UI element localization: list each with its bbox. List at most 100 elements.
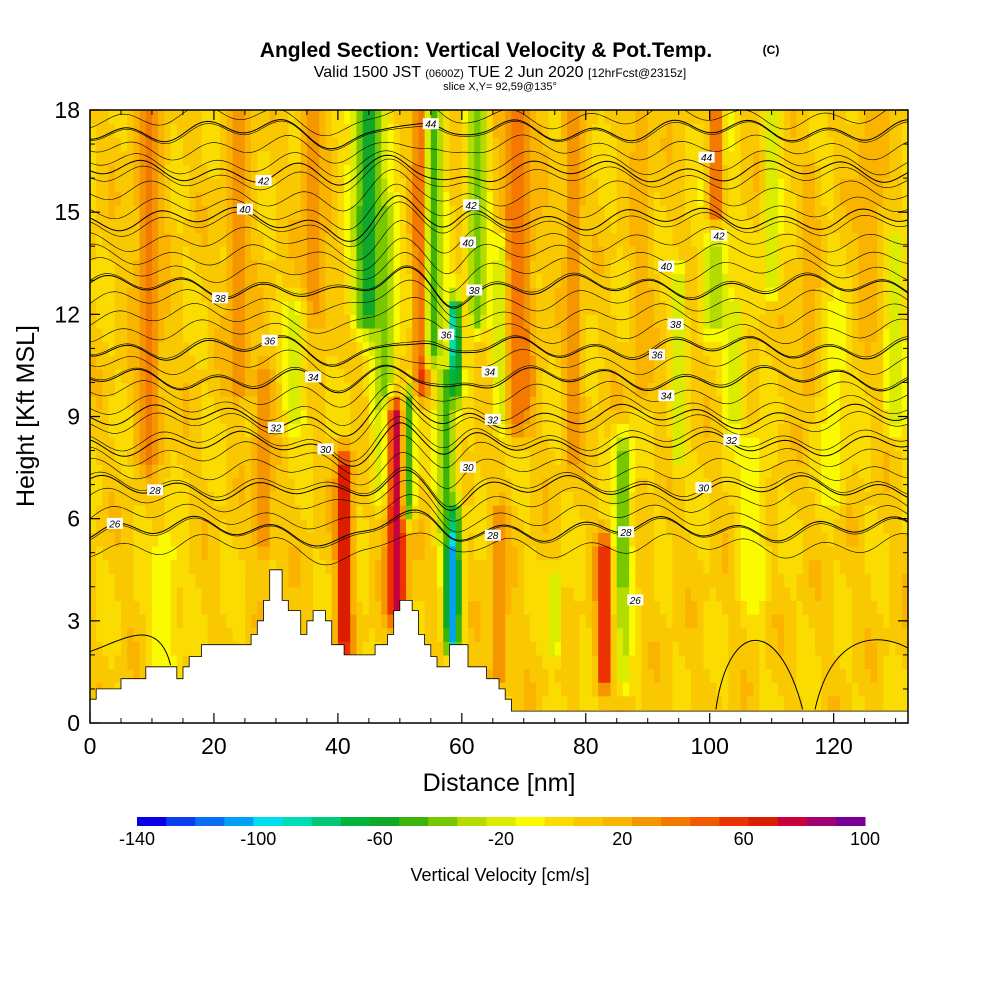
heatmap-cell [306, 477, 314, 493]
heatmap-cell [201, 178, 209, 193]
heatmap-cell [660, 450, 667, 465]
heatmap-cell [598, 423, 605, 438]
heatmap-cell [90, 300, 97, 315]
heatmap-cell [170, 559, 178, 574]
heatmap-cell [238, 287, 246, 302]
heatmap-cell [102, 355, 110, 370]
heatmap-cell [350, 218, 358, 234]
heatmap-cell [622, 355, 630, 370]
heatmap-cell [622, 164, 630, 179]
heatmap-cell [468, 532, 475, 547]
heatmap-cell [585, 436, 593, 452]
heatmap-cell [703, 545, 711, 561]
heatmap-cell [709, 382, 717, 397]
heatmap-cell [399, 300, 407, 315]
heatmap-cell [604, 559, 612, 574]
heatmap-cell [709, 464, 717, 479]
heatmap-cell [424, 327, 432, 343]
heatmap-cell [294, 396, 302, 411]
heatmap-cell [232, 164, 240, 179]
heatmap-cell [362, 559, 370, 574]
heatmap-cell [635, 368, 643, 384]
heatmap-cell [344, 627, 351, 642]
heatmap-cell [337, 627, 345, 642]
heatmap-cell [337, 150, 345, 166]
heatmap-cell [164, 287, 172, 302]
heatmap-cell [337, 110, 345, 125]
heatmap-cell [653, 137, 661, 152]
heatmap-cell [362, 314, 370, 329]
heatmap-cell [319, 477, 327, 493]
heatmap-cell [585, 600, 593, 615]
heatmap-cell [282, 518, 289, 533]
heatmap-cell [424, 559, 432, 574]
heatmap-cell [523, 259, 531, 275]
heatmap-cell [133, 218, 141, 234]
heatmap-cell [319, 178, 327, 193]
heatmap-cell [195, 259, 203, 275]
heatmap-cell [499, 505, 506, 520]
heatmap-cell [474, 164, 482, 179]
heatmap-cell [511, 491, 519, 506]
heatmap-cell [678, 614, 686, 629]
heatmap-cell [722, 682, 729, 697]
heatmap-cell [573, 477, 581, 493]
heatmap-cell [449, 573, 457, 588]
heatmap-cell [244, 355, 252, 370]
heatmap-cell [337, 164, 345, 179]
heatmap-cell [598, 314, 605, 329]
heatmap-cell [492, 600, 500, 615]
heatmap-cell [399, 178, 407, 193]
heatmap-cell [722, 314, 729, 329]
heatmap-cell [151, 614, 159, 629]
heatmap-cell [195, 518, 203, 533]
heatmap-cell [170, 300, 178, 315]
heatmap-cell [226, 600, 234, 615]
heatmap-cell [536, 287, 543, 302]
heatmap-cell [641, 110, 649, 125]
heatmap-cell [362, 491, 370, 506]
heatmap-cell [120, 477, 128, 493]
heatmap-cell [492, 259, 500, 275]
heatmap-cell [548, 232, 556, 247]
heatmap-cell [629, 314, 636, 329]
heatmap-cell [263, 505, 271, 520]
heatmap-cell [381, 191, 389, 206]
heatmap-cell [213, 300, 221, 315]
heatmap-cell [294, 491, 302, 506]
heatmap-cell [319, 218, 327, 234]
heatmap-cell [567, 614, 574, 629]
heatmap-cell [536, 178, 543, 193]
heatmap-cell [746, 641, 754, 656]
heatmap-cell [548, 396, 556, 411]
heatmap-cell [399, 491, 407, 506]
heatmap-cell [127, 232, 134, 247]
heatmap-cell [567, 164, 574, 179]
heatmap-cell [591, 137, 599, 152]
heatmap-cell [684, 491, 692, 506]
heatmap-cell [771, 545, 779, 561]
heatmap-cell [480, 559, 488, 574]
heatmap-cell [641, 477, 649, 493]
heatmap-cell [182, 654, 190, 670]
heatmap-cell [127, 259, 134, 275]
heatmap-cell [189, 355, 196, 370]
heatmap-cell [499, 300, 506, 315]
heatmap-cell [319, 559, 327, 574]
heatmap-cell [554, 545, 562, 561]
heatmap-cell [759, 191, 767, 206]
heatmap-cell [511, 218, 519, 234]
heatmap-cell [598, 559, 605, 574]
heatmap-cell [560, 314, 568, 329]
heatmap-cell [560, 464, 568, 479]
heatmap-cell [294, 341, 302, 356]
heatmap-cell [548, 355, 556, 370]
heatmap-cell [734, 191, 742, 206]
heatmap-cell [678, 586, 686, 601]
heatmap-cell [709, 505, 717, 520]
heatmap-cell [461, 246, 469, 261]
heatmap-cell [529, 368, 537, 384]
heatmap-cell [573, 695, 581, 710]
heatmap-cell [207, 464, 215, 479]
heatmap-cell [182, 191, 190, 206]
